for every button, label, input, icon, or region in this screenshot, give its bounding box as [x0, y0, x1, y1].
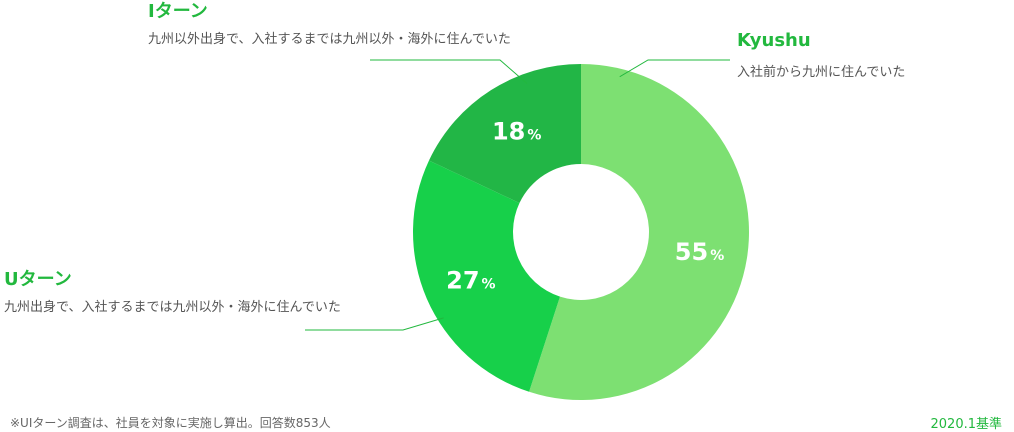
category-desc-kyushu: 入社前から九州に住んでいた	[737, 65, 906, 80]
slice-i-turn	[428, 64, 581, 204]
slice-kyushu	[529, 64, 750, 400]
category-desc-u-turn: 九州出身で、入社するまでは九州以外・海外に住んでいた	[4, 300, 341, 315]
category-desc-i-turn: 九州以外出身で、入社するまでは九州以外・海外に住んでいた	[148, 32, 511, 47]
value-label-i-turn: 18%	[492, 118, 541, 146]
category-label-u-turn: Uターン	[4, 269, 72, 290]
as-of-date: 2020.1基準	[930, 417, 1003, 432]
category-label-i-turn: Iターン	[148, 1, 208, 22]
slice-u-turn	[413, 160, 560, 392]
leader-line-i-turn	[370, 59, 528, 84]
leader-line-kyushu	[619, 59, 730, 78]
category-label-kyushu: Kyushu	[737, 30, 811, 51]
survey-footnote: ※UIターン調査は、社員を対象に実施し算出。回答数853人	[10, 416, 331, 430]
leader-line-u-turn	[305, 317, 444, 331]
